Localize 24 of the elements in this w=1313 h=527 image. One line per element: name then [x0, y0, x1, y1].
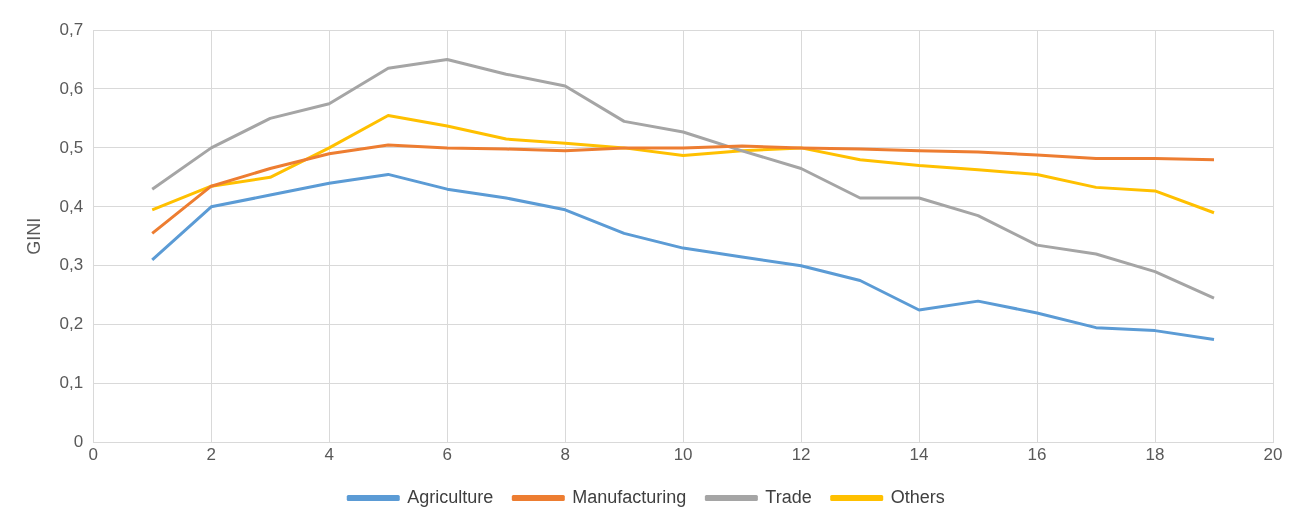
y-tick-label: 0,1	[59, 373, 84, 393]
x-tick-label: 2	[206, 445, 216, 465]
y-tick-label: 0,4	[59, 196, 84, 216]
x-tick-label: 20	[1263, 445, 1283, 465]
y-tick-label: 0,7	[59, 19, 84, 39]
legend-label: Trade	[765, 486, 812, 507]
x-tick-label: 18	[1145, 445, 1165, 465]
x-tick-label: 16	[1027, 445, 1047, 465]
legend-label: Others	[890, 486, 945, 507]
x-tick-label: 10	[673, 445, 693, 465]
y-tick-label: 0,2	[59, 314, 84, 334]
legend-label: Manufacturing	[572, 486, 687, 507]
x-tick-label: 14	[909, 445, 929, 465]
legend-label: Agriculture	[407, 486, 494, 507]
y-tick-label: 0	[73, 432, 84, 452]
y-tick-label: 0,5	[59, 137, 84, 157]
x-tick-label: 4	[324, 445, 334, 465]
y-axis-title: GINI	[23, 217, 44, 255]
x-tick-label: 8	[560, 445, 570, 465]
x-tick-label: 12	[791, 445, 811, 465]
x-tick-label: 0	[88, 445, 98, 465]
y-tick-label: 0,6	[59, 78, 84, 98]
x-tick-label: 6	[442, 445, 452, 465]
y-tick-label: 0,3	[59, 255, 84, 275]
